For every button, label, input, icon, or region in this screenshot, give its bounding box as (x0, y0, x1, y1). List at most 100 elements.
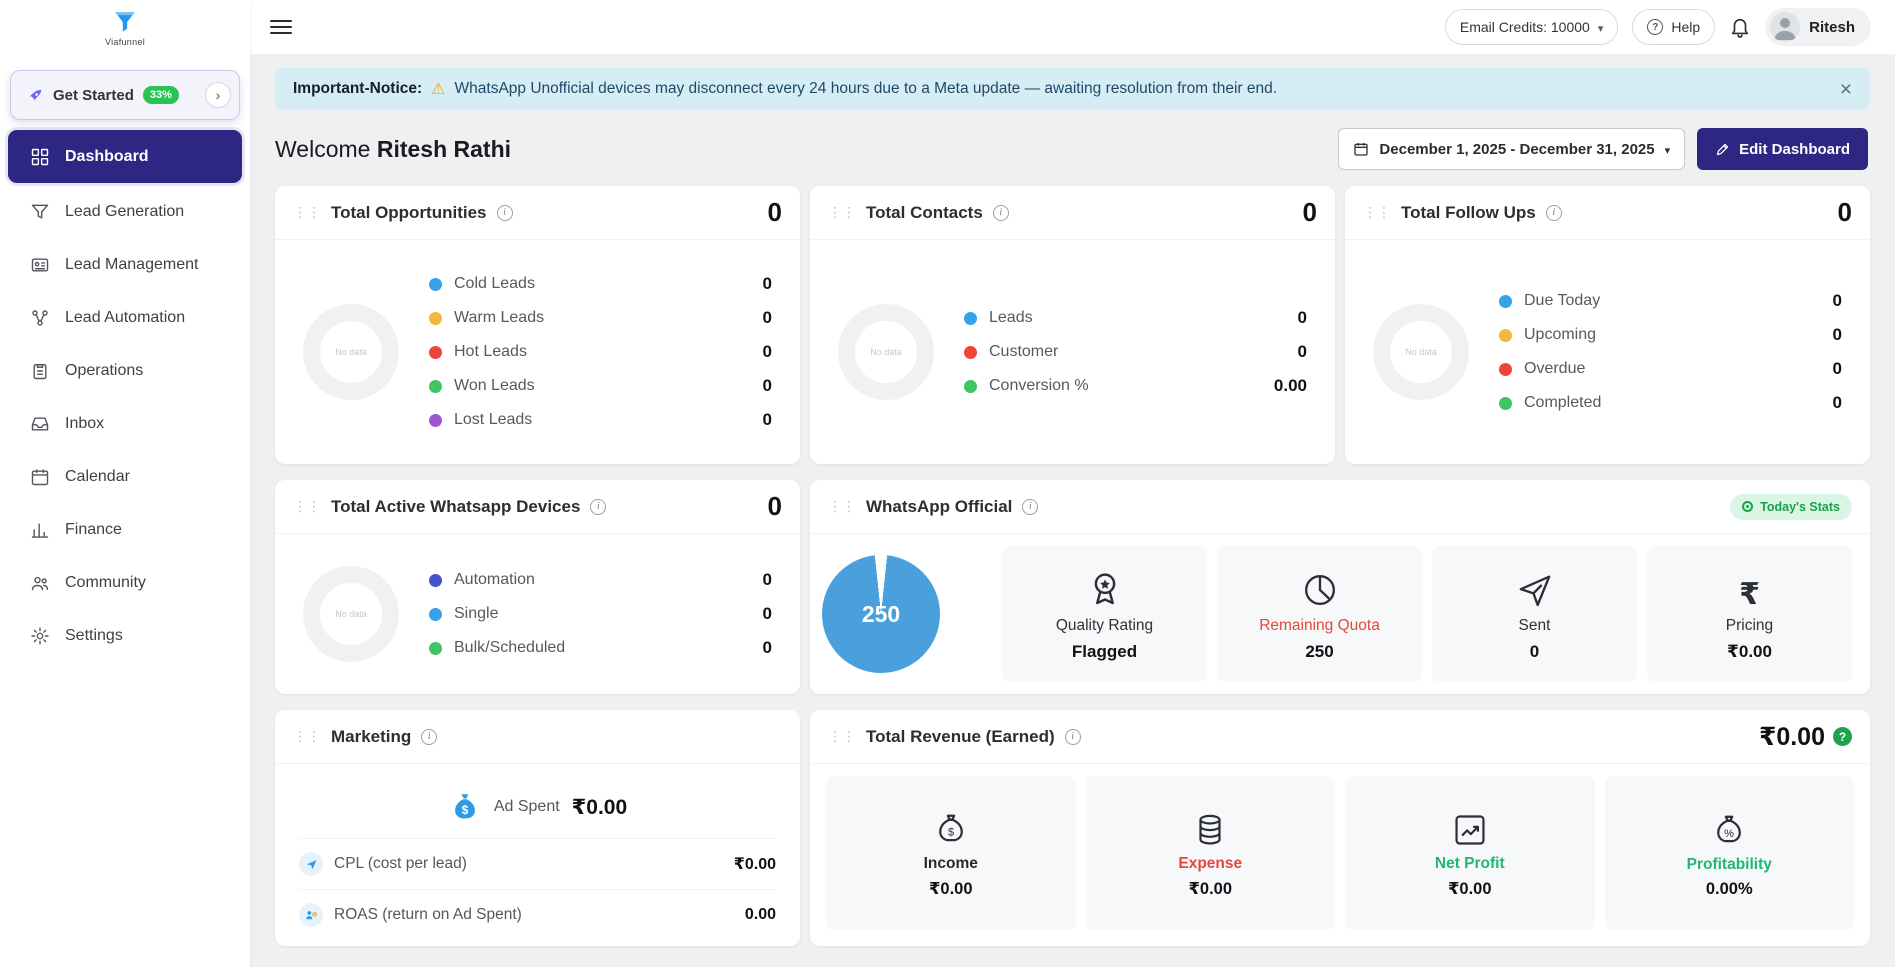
card-header: Total Follow Ups 0 (1345, 186, 1870, 240)
legend-label: Single (454, 605, 498, 623)
edit-dashboard-label: Edit Dashboard (1739, 141, 1850, 158)
hamburger-menu-icon[interactable] (270, 20, 292, 34)
info-icon[interactable] (421, 729, 437, 745)
sidebar-item-settings[interactable]: Settings (0, 609, 250, 662)
legend-value: 0 (763, 638, 772, 658)
drag-handle-icon[interactable] (1363, 204, 1391, 221)
info-icon[interactable] (993, 205, 1009, 221)
date-range-picker[interactable]: December 1, 2025 - December 31, 2025 (1338, 128, 1685, 170)
legend-item: Completed0 (1499, 386, 1842, 420)
legend-label: Bulk/Scheduled (454, 639, 565, 657)
card-body: $ Income ₹0.00 Expense ₹0.00 (810, 764, 1870, 946)
card-title: Marketing (331, 727, 411, 747)
stat-remaining-quota: Remaining Quota 250 (1217, 546, 1422, 682)
info-icon[interactable] (1546, 205, 1562, 221)
legend-value: 0 (1298, 342, 1307, 362)
legend-item: Conversion %0.00 (964, 369, 1307, 403)
paper-plane-icon (1515, 566, 1555, 610)
chevron-right-icon[interactable] (205, 82, 231, 108)
legend-label: Due Today (1524, 292, 1600, 310)
get-started-button[interactable]: Get Started 33% (10, 70, 240, 120)
pie-chart-icon (1300, 566, 1340, 610)
sidebar-item-lead-management[interactable]: Lead Management (0, 238, 250, 291)
drag-handle-icon[interactable] (828, 498, 856, 515)
info-icon[interactable] (1065, 729, 1081, 745)
close-icon[interactable] (1840, 79, 1852, 100)
drag-handle-icon[interactable] (293, 728, 321, 745)
sidebar-item-operations[interactable]: Operations (0, 344, 250, 397)
svg-text:%: % (1724, 828, 1734, 840)
card-total-follow-ups: Total Follow Ups 0 No data Due Today0 Up… (1345, 186, 1870, 464)
drag-handle-icon[interactable] (828, 204, 856, 221)
help-label: Help (1671, 19, 1700, 35)
sidebar-item-calendar[interactable]: Calendar (0, 450, 250, 503)
drag-handle-icon[interactable] (293, 204, 321, 221)
card-header: Total Revenue (Earned) ₹0.00 (810, 710, 1870, 764)
donut-chart-empty: No data (303, 304, 399, 400)
cpl-label: CPL (cost per lead) (334, 855, 467, 873)
sidebar-item-finance[interactable]: Finance (0, 503, 250, 556)
legend-dot (429, 414, 442, 427)
card-whatsapp-official: WhatsApp Official Today's Stats 250 (810, 480, 1870, 694)
main-content: Important-Notice: WhatsApp Unofficial de… (250, 54, 1895, 967)
email-credits-label: Email Credits: 10000 (1460, 19, 1590, 35)
legend-label: Overdue (1524, 360, 1585, 378)
legend-label: Won Leads (454, 377, 535, 395)
legend-item: Overdue0 (1499, 352, 1842, 386)
legend-value: 0 (1833, 393, 1842, 413)
card-title: Total Opportunities (331, 203, 487, 223)
money-bag-blue-icon: $ (448, 790, 482, 824)
sidebar-item-lead-generation[interactable]: Lead Generation (0, 185, 250, 238)
stat-label: Pricing (1726, 617, 1773, 635)
calendar-icon (1353, 141, 1369, 157)
user-menu[interactable]: Ritesh (1765, 8, 1871, 46)
card-title: Total Active Whatsapp Devices (331, 497, 580, 517)
clipboard-icon (30, 361, 50, 381)
info-icon[interactable] (590, 499, 606, 515)
legend-item: Single0 (429, 597, 772, 631)
legend-label: Conversion % (989, 377, 1089, 395)
info-icon[interactable] (1022, 499, 1038, 515)
dashboard-grid-icon (30, 147, 50, 167)
cpl-row: CPL (cost per lead) ₹0.00 (299, 838, 776, 889)
email-credits-dropdown[interactable]: Email Credits: 10000 (1445, 9, 1618, 45)
help-button[interactable]: Help (1632, 9, 1715, 45)
legend: Leads0 Customer0 Conversion %0.00 (964, 301, 1307, 403)
legend-item: Upcoming0 (1499, 318, 1842, 352)
sidebar-nav: Dashboard Lead Generation Lead Managemen… (0, 130, 250, 662)
drag-handle-icon[interactable] (293, 498, 321, 515)
funnel-icon (30, 202, 50, 222)
sidebar-item-lead-automation[interactable]: Lead Automation (0, 291, 250, 344)
help-question-icon[interactable] (1833, 727, 1852, 746)
sidebar-item-label: Lead Management (65, 256, 198, 274)
sidebar: Viafunnel Get Started 33% Dashboard Lead… (0, 0, 250, 967)
stat-label: Net Profit (1435, 855, 1505, 873)
header-actions: December 1, 2025 - December 31, 2025 Edi… (1338, 128, 1868, 170)
notifications-bell-icon[interactable] (1729, 16, 1751, 38)
card-header: Total Opportunities 0 (275, 186, 800, 240)
legend-item: Cold Leads0 (429, 267, 772, 301)
app-root: Viafunnel Get Started 33% Dashboard Lead… (0, 0, 1895, 967)
sidebar-item-inbox[interactable]: Inbox (0, 397, 250, 450)
sidebar-item-dashboard[interactable]: Dashboard (8, 130, 242, 183)
legend-label: Hot Leads (454, 343, 527, 361)
info-icon[interactable] (497, 205, 513, 221)
card-header: Total Contacts 0 (810, 186, 1335, 240)
caret-down-icon (1665, 141, 1671, 158)
sidebar-item-community[interactable]: Community (0, 556, 250, 609)
ad-spent-label: Ad Spent (494, 798, 560, 816)
legend-value: 0 (1298, 308, 1307, 328)
user-name: Ritesh (1809, 19, 1855, 36)
legend-item: Customer0 (964, 335, 1307, 369)
edit-dashboard-button[interactable]: Edit Dashboard (1697, 128, 1868, 170)
legend-label: Warm Leads (454, 309, 544, 327)
topbar-actions: Email Credits: 10000 Help Ritesh (1445, 8, 1871, 46)
legend-label: Cold Leads (454, 275, 535, 293)
drag-handle-icon[interactable] (828, 728, 856, 745)
card-title: Total Contacts (866, 203, 983, 223)
card-header: WhatsApp Official Today's Stats (810, 480, 1870, 534)
legend: Due Today 0 Upcoming0 Overdue0 Completed0 (1499, 284, 1842, 420)
todays-stats-label: Today's Stats (1760, 500, 1840, 514)
no-data-label: No data (870, 347, 902, 357)
card-total-value: 0 (768, 491, 782, 522)
